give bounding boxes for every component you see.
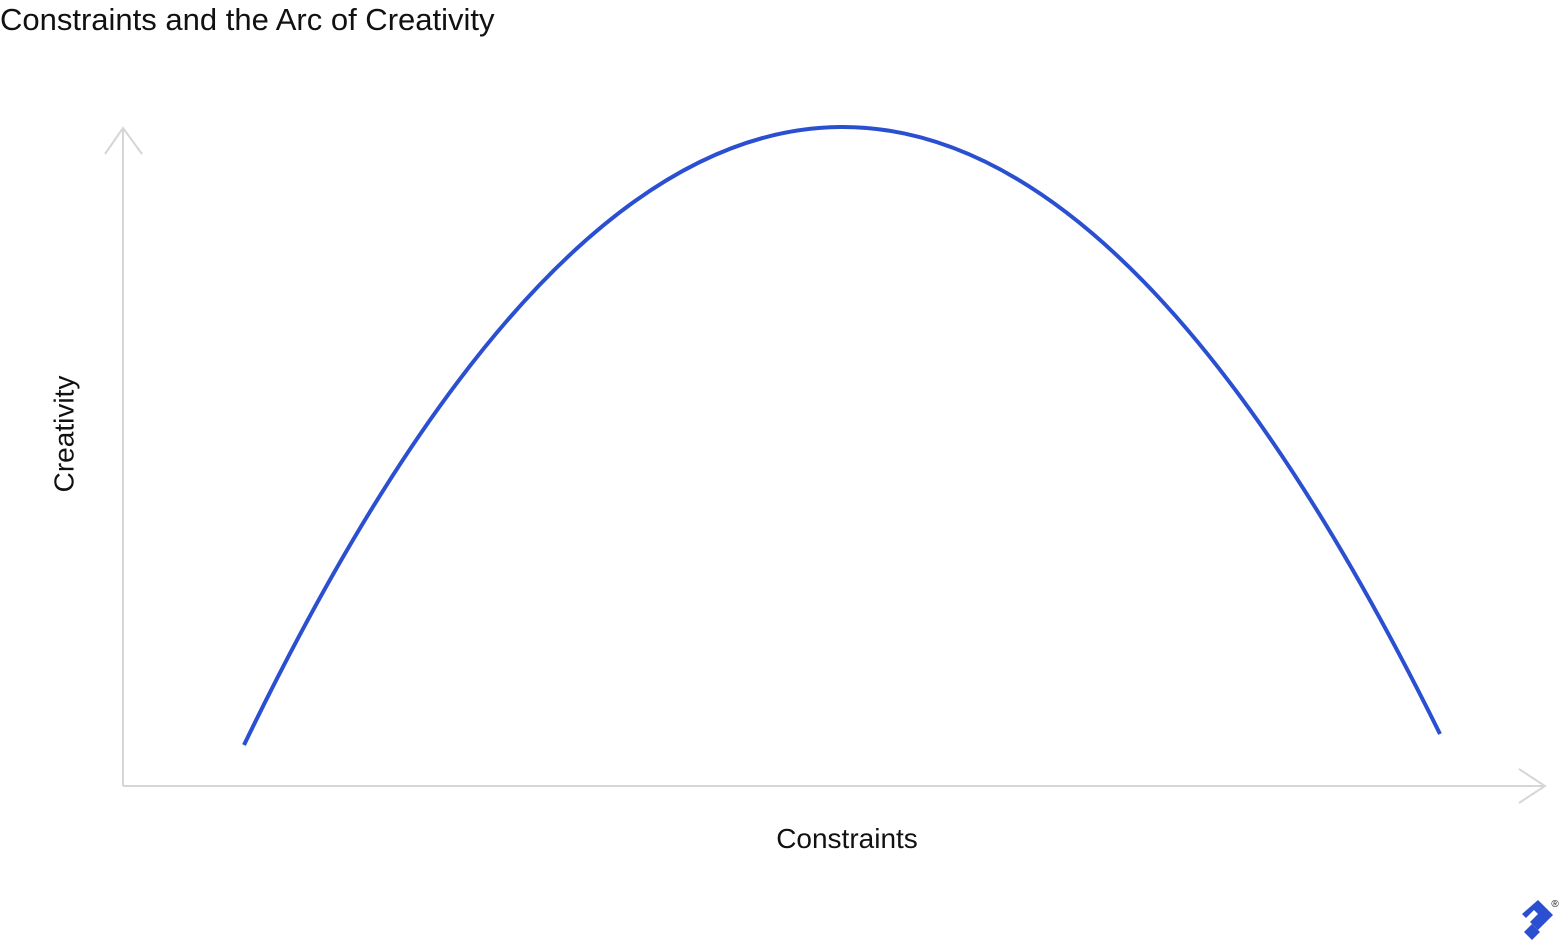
x-axis-arrow bbox=[1518, 768, 1547, 804]
y-axis-label: Creativity bbox=[48, 376, 79, 493]
creativity-curve bbox=[242, 125, 1442, 746]
logo: ® bbox=[1522, 899, 1559, 940]
logo-shape bbox=[1524, 924, 1540, 940]
logo-mark: ® bbox=[1551, 899, 1559, 910]
x-axis-label: Constraints bbox=[776, 823, 918, 854]
title: Constraints and the Arc of Creativity bbox=[0, 2, 495, 37]
logo-shape bbox=[1522, 900, 1553, 930]
axes bbox=[104, 126, 1547, 804]
y-axis-arrow bbox=[104, 126, 143, 155]
